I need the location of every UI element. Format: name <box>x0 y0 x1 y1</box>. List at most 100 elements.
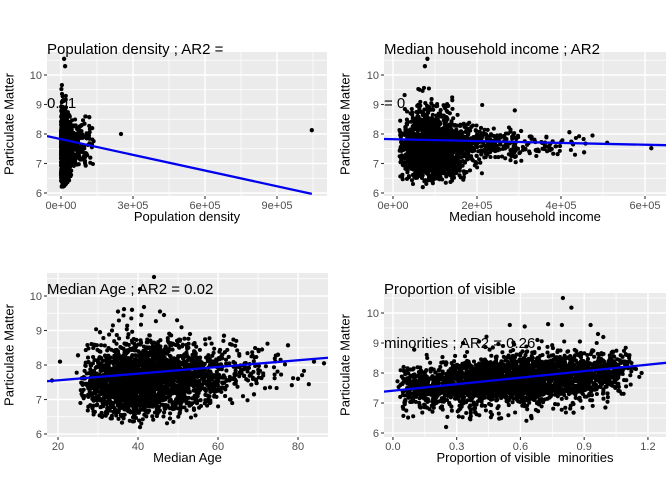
outlier-point <box>187 331 193 337</box>
x-tick-label: 0.0 <box>385 441 400 453</box>
outlier-point <box>109 328 115 333</box>
outlier-point <box>603 405 608 410</box>
outlier-point <box>443 424 449 430</box>
outlier-point <box>649 146 654 151</box>
outlier-point <box>509 153 514 159</box>
y-tick-label: 9 <box>36 326 42 338</box>
outlier-point <box>141 304 147 310</box>
y-tick-label: 8 <box>373 129 379 141</box>
y-axis-label: Particulate Matter <box>337 73 353 175</box>
outlier-point <box>577 339 583 344</box>
outlier-point <box>75 353 81 358</box>
x-tick-label: 4e+05 <box>546 200 577 212</box>
panel-median-age: 20 40 60 80 6 7 8 9 10 Median Age ; AR2 = 0.02 P… <box>0 240 336 480</box>
outlier-point <box>398 382 403 388</box>
y-axis-label: Particulate Matter <box>1 304 17 406</box>
outlier-point <box>63 181 68 187</box>
outlier-point <box>285 343 291 348</box>
outlier-point <box>555 151 560 157</box>
plot-canvas-median-age: 20 40 60 80 6 7 8 9 10 <box>30 273 328 453</box>
outlier-point <box>87 115 92 120</box>
x-tick-label: 3e+05 <box>118 200 149 212</box>
y-tick-label: 10 <box>367 70 379 82</box>
x-tick-label: 0.9 <box>577 441 592 453</box>
outlier-point <box>137 286 143 292</box>
outlier-point <box>497 416 502 421</box>
plot-canvas-median-household-income: 0e+00 2e+05 4e+05 6e+05 6 7 8 9 10 <box>367 52 666 212</box>
x-axis-label: Proportion of visible minorities <box>436 450 614 465</box>
outlier-point <box>259 347 265 352</box>
outlier-point <box>595 331 601 337</box>
regression-line <box>47 356 328 383</box>
y-tick-label: 10 <box>30 291 42 303</box>
x-tick-label: 9e+05 <box>262 200 293 212</box>
y-tick-label: 9 <box>373 338 379 350</box>
outlier-point <box>567 130 572 135</box>
panel-title-line: Median Age ; AR2 = 0.02 <box>47 281 214 298</box>
x-axis-label: Median Age <box>153 450 222 465</box>
outlier-point <box>83 163 88 168</box>
panel-title-line: 0.01 <box>47 95 77 112</box>
y-tick-label: 7 <box>36 395 42 407</box>
points-layer <box>58 56 314 189</box>
outlier-point <box>545 321 551 327</box>
outlier-point <box>311 359 317 364</box>
panel-population-density: 0e+00 3e+05 6e+05 9e+05 6 7 8 9 10 Population de… <box>0 0 336 240</box>
plot-canvas-population-density: 0e+00 3e+05 6e+05 9e+05 6 7 8 9 10 <box>30 52 327 212</box>
y-tick-label: 7 <box>36 158 42 170</box>
outlier-point <box>460 340 466 346</box>
outlier-point <box>161 312 167 318</box>
outlier-point <box>601 334 606 340</box>
outlier-point <box>115 309 121 314</box>
x-tick-label: 60 <box>212 441 224 453</box>
y-axis-label: Particulate Matter <box>1 73 17 175</box>
y-tick-label: 8 <box>36 360 42 372</box>
outlier-point <box>97 330 103 335</box>
outlier-point <box>191 407 197 413</box>
y-tick-label: 9 <box>36 100 42 112</box>
x-tick-label: 2e+05 <box>462 200 493 212</box>
outlier-point <box>522 324 527 329</box>
points-layer <box>49 274 327 430</box>
panel-proportion-visible-minorities: 0.0 0.3 0.6 0.9 1.2 6 7 8 9 10 Proportion of visi… <box>336 240 672 480</box>
x-tick-label: 80 <box>292 441 304 453</box>
panel-title: Population density ; AR2 = 0.01 <box>47 5 223 149</box>
outlier-point <box>137 424 143 430</box>
outlier-point <box>528 414 534 419</box>
outlier-point <box>88 155 93 160</box>
x-axis-label: Median household income <box>449 209 601 224</box>
outlier-point <box>581 150 587 155</box>
outlier-point <box>99 414 105 419</box>
panel-title: Proportion of visible minorities ; AR2 =… <box>384 245 535 389</box>
y-tick-label: 10 <box>367 308 379 320</box>
outlier-point <box>401 364 406 370</box>
panel-title-line: minorities ; AR2 = 0.26 <box>384 335 536 352</box>
x-tick-label: 6e+05 <box>630 200 661 212</box>
outlier-point <box>167 416 173 421</box>
outlier-point <box>560 295 566 301</box>
outlier-point <box>157 309 163 314</box>
y-tick-label: 7 <box>373 398 379 410</box>
outlier-point <box>62 64 68 69</box>
x-tick-label: 1.2 <box>640 441 655 453</box>
outlier-point <box>129 307 135 312</box>
outlier-point <box>57 359 63 364</box>
outlier-point <box>518 128 524 134</box>
outlier-point <box>412 347 417 352</box>
x-tick-label: 0e+00 <box>378 200 409 212</box>
outlier-point <box>119 420 125 425</box>
outlier-point <box>420 184 425 190</box>
regression-line <box>384 361 666 393</box>
axis-ticks: 0.0 0.3 0.6 0.9 1.2 6 7 8 9 10 <box>367 308 656 453</box>
panel-title-line: Proportion of visible <box>384 281 516 298</box>
outlier-point <box>61 56 67 61</box>
outlier-point <box>512 108 517 113</box>
panel-title-line: = 0 <box>384 95 406 112</box>
outlier-point <box>542 143 548 148</box>
outlier-point <box>571 410 576 415</box>
y-tick-label: 9 <box>373 100 379 112</box>
outlier-point <box>507 322 512 328</box>
y-axis-label: Particulate Matter <box>337 314 353 416</box>
regression-line <box>47 134 313 195</box>
outlier-point <box>221 333 227 338</box>
